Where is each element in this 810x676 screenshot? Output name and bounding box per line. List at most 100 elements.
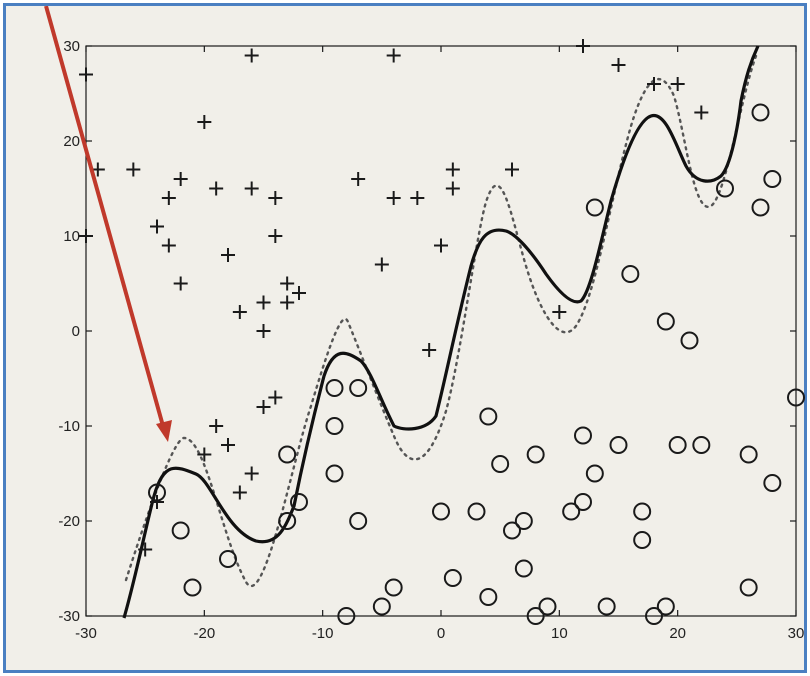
plus-point bbox=[410, 191, 425, 205]
plus-point bbox=[244, 48, 259, 63]
circle-point bbox=[645, 607, 663, 625]
circle-point bbox=[763, 170, 782, 188]
y-tick-label: -30 bbox=[58, 608, 80, 625]
circle-point bbox=[680, 331, 699, 350]
circle-point bbox=[597, 597, 616, 616]
circle-point bbox=[751, 198, 770, 217]
circle-point bbox=[668, 436, 687, 454]
plus-point bbox=[694, 105, 709, 120]
circle-point bbox=[514, 559, 533, 578]
circle-point bbox=[384, 578, 403, 597]
y-tick-label: 20 bbox=[63, 133, 80, 150]
plus-point bbox=[209, 419, 224, 433]
circle-point bbox=[278, 445, 297, 464]
plus-point bbox=[280, 295, 295, 310]
circle-point bbox=[656, 312, 675, 331]
circle-point bbox=[538, 597, 557, 616]
plus-point bbox=[386, 48, 401, 63]
x-tick-label: 20 bbox=[669, 625, 686, 642]
circle-point bbox=[325, 379, 344, 397]
circle-point bbox=[763, 474, 782, 492]
circle-point bbox=[325, 464, 344, 483]
circle-point bbox=[787, 388, 805, 407]
plot-area bbox=[85, 45, 797, 617]
x-tick-label: 0 bbox=[437, 625, 445, 642]
plus-point bbox=[197, 115, 212, 129]
circle-point bbox=[526, 445, 545, 464]
plus-point bbox=[197, 447, 212, 462]
circle-point bbox=[656, 597, 675, 616]
circle-point bbox=[621, 265, 640, 283]
chart-frame: -30 -20 -10 0 10 20 30 -30 -20 -10 0 10 20 30 bbox=[3, 3, 807, 673]
plus-point bbox=[445, 162, 460, 177]
plus-point bbox=[268, 191, 283, 205]
circle-point bbox=[609, 436, 628, 454]
circle-point bbox=[716, 179, 734, 198]
plus-point bbox=[576, 39, 590, 53]
plus-point bbox=[351, 172, 366, 186]
plus-point bbox=[374, 257, 389, 272]
plus-point bbox=[173, 172, 188, 186]
plus-point bbox=[79, 229, 93, 243]
circle-point bbox=[479, 588, 498, 606]
plus-point bbox=[445, 181, 460, 196]
circle-point bbox=[739, 578, 758, 597]
circle-point bbox=[503, 521, 521, 540]
plus-point bbox=[422, 343, 437, 357]
circle-point bbox=[739, 445, 758, 464]
y-tick-label: -10 bbox=[58, 418, 80, 435]
circle-point bbox=[692, 436, 711, 454]
plus-point bbox=[150, 219, 164, 234]
circle-point bbox=[290, 493, 308, 511]
circle-point bbox=[633, 531, 652, 549]
circle-point bbox=[751, 103, 770, 122]
circle-point bbox=[349, 512, 368, 530]
plus-point bbox=[256, 295, 271, 310]
plus-point bbox=[209, 181, 224, 196]
circle-point bbox=[183, 578, 202, 597]
plus-point bbox=[647, 77, 661, 91]
circle-point bbox=[526, 607, 545, 625]
circle-point bbox=[585, 464, 604, 483]
plus-point bbox=[552, 305, 567, 319]
plus-point bbox=[611, 58, 626, 72]
dotted-boundary-curve bbox=[124, 54, 758, 587]
circle-point bbox=[633, 502, 652, 521]
solid-boundary-curve bbox=[122, 45, 760, 619]
circle-point bbox=[574, 493, 592, 511]
plus-point bbox=[244, 181, 259, 196]
plus-point bbox=[292, 286, 306, 300]
circle-point bbox=[443, 569, 462, 587]
y-tick-label: 30 bbox=[63, 38, 80, 55]
plus-point bbox=[221, 248, 235, 262]
plus-point bbox=[221, 438, 235, 452]
y-tick-label: 10 bbox=[63, 228, 80, 245]
x-tick-label: 30 bbox=[788, 625, 805, 642]
circle-point bbox=[219, 550, 237, 568]
circle-point bbox=[325, 417, 344, 435]
plus-point bbox=[244, 466, 259, 481]
plus-point bbox=[173, 276, 188, 291]
circle-point bbox=[349, 379, 368, 397]
plus-point bbox=[79, 67, 93, 82]
red-arrow-annotation bbox=[44, 6, 172, 442]
plus-point bbox=[280, 276, 295, 291]
plus-point bbox=[256, 400, 271, 414]
plus-point bbox=[161, 238, 176, 253]
plus-point bbox=[150, 495, 164, 509]
plus-point bbox=[256, 324, 271, 338]
scatter-chart: -30 -20 -10 0 10 20 30 -30 -20 -10 0 10 20 30 bbox=[44, 6, 805, 642]
circle-point bbox=[467, 502, 486, 521]
circle-point bbox=[491, 455, 510, 473]
y-tick-label: 0 bbox=[72, 323, 80, 340]
plus-point bbox=[386, 191, 401, 205]
plus-point bbox=[505, 162, 519, 177]
plus-point bbox=[268, 390, 283, 405]
circle-point bbox=[574, 426, 592, 445]
plus-point bbox=[268, 229, 283, 243]
circle-point bbox=[514, 512, 533, 530]
plus-point bbox=[161, 191, 176, 205]
x-tick-label: -30 bbox=[75, 625, 97, 642]
circle-point bbox=[171, 521, 190, 540]
circle-point bbox=[278, 512, 297, 530]
